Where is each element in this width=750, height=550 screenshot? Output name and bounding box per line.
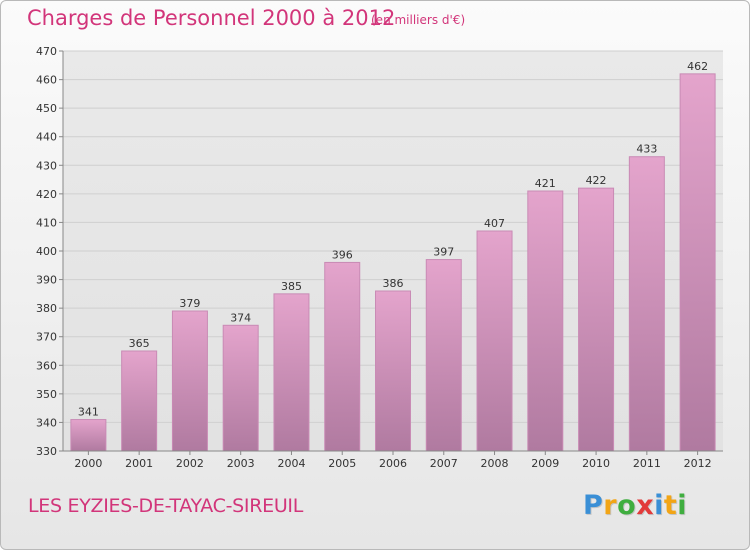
- x-tick-label: 2009: [531, 457, 559, 470]
- logo-letter: r: [603, 490, 618, 521]
- logo-letter: x: [636, 490, 655, 521]
- chart-title: Charges de Personnel 2000 à 2012: [27, 6, 396, 30]
- x-tick-label: 2001: [125, 457, 153, 470]
- value-label: 365: [129, 337, 150, 350]
- x-tick-label: 2005: [328, 457, 356, 470]
- y-tick-label: 340: [36, 416, 57, 429]
- logo-letter: i: [654, 490, 664, 521]
- y-tick-label: 370: [36, 331, 57, 344]
- bar-2007: [425, 259, 462, 452]
- x-tick-label: 2008: [481, 457, 509, 470]
- x-tick-label: 2003: [227, 457, 255, 470]
- y-tick-label: 400: [36, 245, 57, 258]
- bar-2005: [324, 261, 361, 452]
- value-label: 422: [586, 174, 607, 187]
- value-label: 379: [179, 297, 200, 310]
- bar-2008: [476, 230, 513, 452]
- value-label: 421: [535, 177, 556, 190]
- logo-letter: P: [583, 490, 604, 521]
- y-tick-label: 430: [36, 159, 57, 172]
- x-tick-label: 2007: [430, 457, 458, 470]
- x-tick-label: 2004: [277, 457, 305, 470]
- value-label: 397: [433, 246, 454, 259]
- value-label: 407: [484, 217, 505, 230]
- y-tick-label: 420: [36, 188, 57, 201]
- proxiti-logo[interactable]: Proxiti: [583, 490, 687, 521]
- y-tick-label: 350: [36, 388, 57, 401]
- x-tick-label: 2006: [379, 457, 407, 470]
- y-tick-label: 440: [36, 131, 57, 144]
- x-tick-label: 2000: [74, 457, 102, 470]
- logo-letter: i: [677, 490, 688, 521]
- x-tick-label: 2011: [633, 457, 661, 470]
- value-label: 374: [230, 311, 251, 324]
- y-tick-label: 410: [36, 216, 57, 229]
- commune-name: LES EYZIES-DE-TAYAC-SIREUIL: [28, 495, 304, 517]
- x-tick-label: 2002: [176, 457, 204, 470]
- value-label: 396: [332, 248, 353, 261]
- bar-2012: [679, 73, 716, 452]
- y-tick-label: 330: [36, 445, 57, 458]
- chart-subtitle: (en milliers d'€): [371, 13, 466, 27]
- bar-2001: [121, 350, 158, 452]
- y-tick-label: 460: [36, 74, 57, 87]
- y-tick-label: 450: [36, 102, 57, 115]
- value-label: 341: [78, 406, 99, 419]
- bar-2009: [527, 190, 564, 452]
- y-tick-label: 380: [36, 302, 57, 315]
- bar-2000: [70, 419, 107, 452]
- bar-2003: [222, 324, 259, 452]
- y-tick-label: 360: [36, 359, 57, 372]
- x-tick-label: 2012: [684, 457, 712, 470]
- logo-letter: o: [617, 490, 637, 521]
- value-label: 462: [687, 60, 708, 73]
- x-tick-label: 2010: [582, 457, 610, 470]
- bar-2002: [171, 310, 208, 452]
- bar-2004: [273, 293, 310, 452]
- bar-2011: [628, 156, 665, 452]
- bar-2010: [578, 187, 615, 452]
- value-label: 433: [636, 143, 657, 156]
- logo-letter: t: [663, 490, 678, 521]
- value-label: 386: [383, 277, 404, 290]
- y-tick-label: 390: [36, 274, 57, 287]
- y-tick-label: 470: [36, 45, 57, 58]
- value-label: 385: [281, 280, 302, 293]
- bar-2006: [375, 290, 411, 452]
